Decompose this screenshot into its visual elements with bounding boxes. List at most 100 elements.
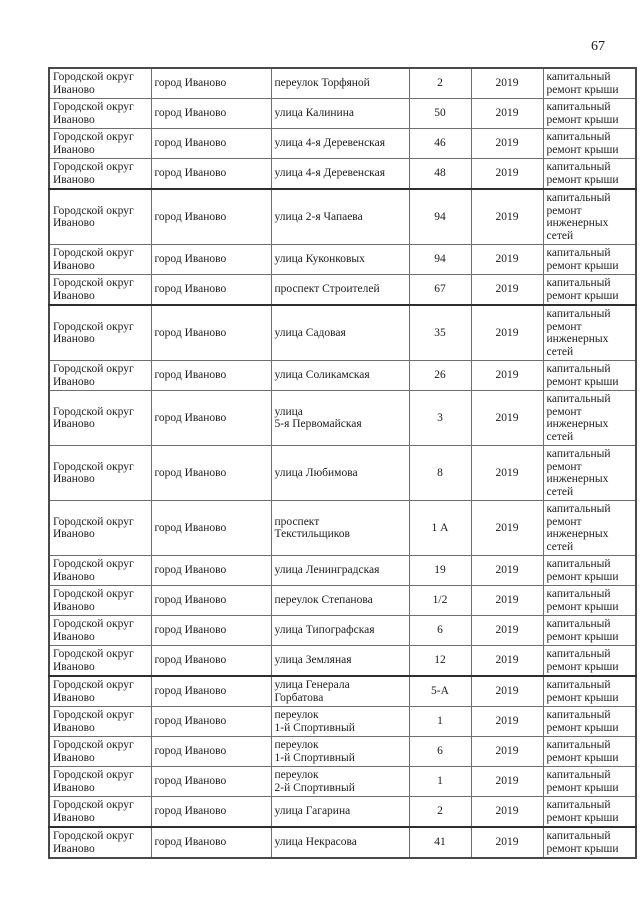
repair-program-table: Городской округ Иваново город Иваново пе…	[48, 67, 637, 859]
cell-work-type: капитальный ремонт крыши	[542, 796, 637, 828]
cell-city: город Иваново	[150, 128, 272, 159]
cell-year: 2019	[470, 304, 544, 361]
cell-work-type: капитальный ремонт инженерных сетей	[542, 390, 637, 446]
cell-city: город Иваново	[150, 158, 272, 190]
cell-street: улица 4-я Деревенская	[270, 128, 410, 159]
cell-city: город Иваново	[150, 67, 272, 99]
cell-work-type: капитальный ремонт крыши	[542, 274, 637, 306]
cell-work-type: капитальный ремонт крыши	[542, 675, 637, 707]
cell-city: город Иваново	[150, 615, 272, 646]
cell-city: город Иваново	[150, 274, 272, 306]
cell-work-type: капитальный ремонт крыши	[542, 736, 637, 767]
cell-work-type: капитальный ремонт инженерных сетей	[542, 188, 637, 245]
cell-district: Городской округ Иваново	[48, 304, 152, 361]
cell-street: переулок 1-й Спортивный	[270, 706, 410, 737]
cell-district: Городской округ Иваново	[48, 675, 152, 707]
cell-street: улица Соликамская	[270, 360, 410, 391]
cell-city: город Иваново	[150, 796, 272, 828]
cell-street: улица Типографская	[270, 615, 410, 646]
cell-city: город Иваново	[150, 188, 272, 245]
cell-house-number: 6	[408, 615, 472, 646]
table-row: Городской округ Иваново город Иваново ул…	[48, 645, 637, 677]
cell-year: 2019	[470, 826, 544, 859]
cell-city: город Иваново	[150, 706, 272, 737]
cell-city: город Иваново	[150, 360, 272, 391]
table-row: Городской округ Иваново город Иваново ул…	[48, 675, 637, 707]
cell-district: Городской округ Иваново	[48, 390, 152, 446]
cell-work-type: капитальный ремонт крыши	[542, 766, 637, 797]
table-row: Городской округ Иваново город Иваново ул…	[48, 98, 637, 129]
cell-work-type: капитальный ремонт крыши	[542, 555, 637, 586]
cell-year: 2019	[470, 615, 544, 646]
cell-city: город Иваново	[150, 585, 272, 616]
cell-year: 2019	[470, 360, 544, 391]
table-row: Городской округ Иваново город Иваново ул…	[48, 158, 637, 190]
cell-district: Городской округ Иваново	[48, 615, 152, 646]
cell-city: город Иваново	[150, 244, 272, 275]
cell-district: Городской округ Иваново	[48, 736, 152, 767]
cell-house-number: 1	[408, 706, 472, 737]
cell-year: 2019	[470, 796, 544, 828]
cell-house-number: 94	[408, 188, 472, 245]
cell-house-number: 35	[408, 304, 472, 361]
cell-street: улица Ленинградская	[270, 555, 410, 586]
table-row: Городской округ Иваново город Иваново ул…	[48, 390, 637, 446]
cell-district: Городской округ Иваново	[48, 274, 152, 306]
cell-work-type: капитальный ремонт крыши	[542, 615, 637, 646]
cell-house-number: 46	[408, 128, 472, 159]
cell-work-type: капитальный ремонт инженерных сетей	[542, 445, 637, 501]
cell-district: Городской округ Иваново	[48, 67, 152, 99]
cell-house-number: 26	[408, 360, 472, 391]
page-number: 67	[591, 39, 605, 54]
cell-district: Городской округ Иваново	[48, 98, 152, 129]
cell-city: город Иваново	[150, 304, 272, 361]
cell-year: 2019	[470, 244, 544, 275]
table-row: Городской округ Иваново город Иваново пе…	[48, 766, 637, 797]
cell-house-number: 41	[408, 826, 472, 859]
table-row: Городской округ Иваново город Иваново ул…	[48, 128, 637, 159]
cell-year: 2019	[470, 98, 544, 129]
cell-year: 2019	[470, 188, 544, 245]
cell-house-number: 12	[408, 645, 472, 677]
cell-district: Городской округ Иваново	[48, 645, 152, 677]
cell-work-type: капитальный ремонт крыши	[542, 128, 637, 159]
cell-district: Городской округ Иваново	[48, 555, 152, 586]
table-row: Городской округ Иваново город Иваново ул…	[48, 188, 637, 245]
cell-district: Городской округ Иваново	[48, 826, 152, 859]
cell-work-type: капитальный ремонт инженерных сетей	[542, 500, 637, 556]
cell-work-type: капитальный ремонт крыши	[542, 706, 637, 737]
table-row: Городской округ Иваново город Иваново ул…	[48, 445, 637, 501]
cell-year: 2019	[470, 67, 544, 99]
cell-work-type: капитальный ремонт крыши	[542, 67, 637, 99]
cell-house-number: 2	[408, 796, 472, 828]
cell-work-type: капитальный ремонт крыши	[542, 98, 637, 129]
cell-street: переулок 1-й Спортивный	[270, 736, 410, 767]
cell-year: 2019	[470, 645, 544, 677]
table-row: Городской округ Иваново город Иваново пе…	[48, 67, 637, 99]
cell-street: переулок 2-й Спортивный	[270, 766, 410, 797]
cell-city: город Иваново	[150, 736, 272, 767]
cell-house-number: 3	[408, 390, 472, 446]
cell-street: переулок Торфяной	[270, 67, 410, 99]
cell-work-type: капитальный ремонт крыши	[542, 826, 637, 859]
table-row: Городской округ Иваново город Иваново пе…	[48, 585, 637, 616]
cell-work-type: капитальный ремонт крыши	[542, 585, 637, 616]
cell-district: Городской округ Иваново	[48, 244, 152, 275]
cell-city: город Иваново	[150, 390, 272, 446]
cell-street: улица Садовая	[270, 304, 410, 361]
cell-year: 2019	[470, 736, 544, 767]
table-row: Городской округ Иваново город Иваново пр…	[48, 274, 637, 306]
cell-year: 2019	[470, 585, 544, 616]
table-row: Городской округ Иваново город Иваново пе…	[48, 736, 637, 767]
cell-house-number: 5-А	[408, 675, 472, 707]
cell-street: улица Гагарина	[270, 796, 410, 828]
cell-city: город Иваново	[150, 98, 272, 129]
table-body: Городской округ Иваново город Иваново пе…	[48, 67, 637, 859]
cell-year: 2019	[470, 445, 544, 501]
cell-street: улица 4-я Деревенская	[270, 158, 410, 190]
cell-city: город Иваново	[150, 675, 272, 707]
table-row: Городской округ Иваново город Иваново ул…	[48, 555, 637, 586]
cell-city: город Иваново	[150, 826, 272, 859]
cell-street: улица Любимова	[270, 445, 410, 501]
cell-street: улица Куконковых	[270, 244, 410, 275]
